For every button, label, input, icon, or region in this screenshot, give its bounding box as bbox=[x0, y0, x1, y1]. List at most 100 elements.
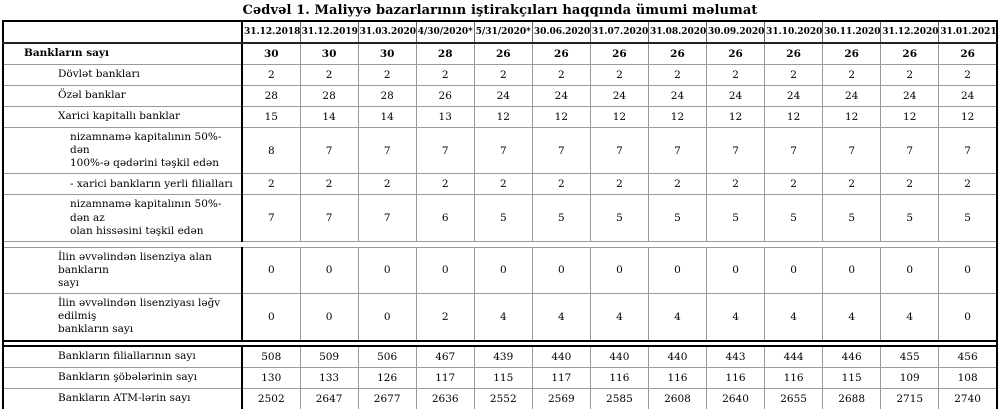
value-cell: 0 bbox=[299, 293, 359, 341]
row-label: Özəl banklar bbox=[3, 85, 243, 107]
value-cell: 2 bbox=[299, 64, 359, 86]
value-cell: 12 bbox=[764, 106, 824, 128]
value-cell: 4 bbox=[880, 293, 940, 341]
value-cell: 7 bbox=[880, 126, 940, 175]
value-cell: 7 bbox=[647, 126, 708, 175]
value-cell: 2636 bbox=[415, 387, 475, 409]
column-header-date: 30.11.2020 bbox=[822, 21, 881, 44]
value-cell: 5 bbox=[938, 194, 998, 242]
value-cell: 2569 bbox=[531, 387, 591, 409]
value-cell: 30 bbox=[241, 42, 301, 65]
row-label: Bankların filiallarının sayı bbox=[3, 345, 243, 368]
value-cell: 2 bbox=[241, 64, 301, 86]
value-cell: 130 bbox=[241, 366, 301, 389]
row-label: İlin əvvəlindən lisenziyası ləğv edilmiş… bbox=[3, 293, 243, 341]
value-cell: 24 bbox=[473, 85, 533, 107]
value-cell: 4 bbox=[647, 293, 708, 341]
value-cell: 0 bbox=[415, 246, 475, 295]
value-cell: 2 bbox=[938, 173, 998, 196]
value-cell: 0 bbox=[880, 246, 940, 295]
table-row: Dövlət bankları 2 2 2 2 2 2 2 2 2 2 2 2 2 bbox=[3, 64, 998, 86]
value-cell: 509 bbox=[299, 345, 359, 368]
value-cell: 2585 bbox=[589, 387, 649, 409]
column-header-date: 31.10.2020 bbox=[764, 21, 823, 44]
value-cell: 15 bbox=[241, 106, 301, 128]
column-header-date: 30.09.2020 bbox=[705, 21, 765, 44]
value-cell: 446 bbox=[822, 345, 882, 368]
value-cell: 5 bbox=[589, 194, 649, 242]
value-cell: 133 bbox=[299, 366, 359, 389]
value-cell: 0 bbox=[531, 246, 591, 295]
value-cell: 2640 bbox=[705, 387, 766, 409]
value-cell: 7 bbox=[299, 194, 359, 242]
value-cell: 12 bbox=[589, 106, 649, 128]
value-cell: 7 bbox=[822, 126, 882, 175]
value-cell: 456 bbox=[938, 345, 998, 368]
value-cell: 7 bbox=[938, 126, 998, 175]
value-cell: 2 bbox=[589, 64, 649, 86]
value-cell: 0 bbox=[764, 246, 824, 295]
value-cell: 2 bbox=[415, 293, 475, 341]
value-cell: 0 bbox=[822, 246, 882, 295]
value-cell: 28 bbox=[357, 85, 417, 107]
value-cell: 26 bbox=[938, 42, 998, 65]
value-cell: 7 bbox=[589, 126, 649, 175]
value-cell: 26 bbox=[764, 42, 824, 65]
value-cell: 8 bbox=[241, 126, 301, 175]
value-cell: 24 bbox=[764, 85, 824, 107]
value-cell: 116 bbox=[647, 366, 708, 389]
value-cell: 7 bbox=[241, 194, 301, 242]
value-cell: 5 bbox=[880, 194, 940, 242]
value-cell: 117 bbox=[415, 366, 475, 389]
value-cell: 30 bbox=[357, 42, 417, 65]
value-cell: 2 bbox=[241, 173, 301, 196]
table-row: - xarici bankların yerli filialları 2 2 2 2 2… bbox=[3, 173, 998, 196]
table-body: Bankların sayı 30 30 30 28 26 26 26 26 26 26 26 26 26… bbox=[3, 42, 998, 409]
statistics-table: 31.12.2018 31.12.2019 31.03.2020 4/30/2020*… bbox=[2, 20, 998, 409]
table-row: nizamnamə kapitalının 50%-dən az olan hi… bbox=[3, 194, 998, 242]
value-cell: 26 bbox=[647, 42, 708, 65]
value-cell: 24 bbox=[822, 85, 882, 107]
value-cell: 455 bbox=[880, 345, 940, 368]
value-cell: 2688 bbox=[822, 387, 882, 409]
column-header-date: 31.12.2019 bbox=[299, 21, 359, 44]
value-cell: 7 bbox=[415, 126, 475, 175]
value-cell: 0 bbox=[299, 246, 359, 295]
value-cell: 440 bbox=[589, 345, 649, 368]
table-row: Bankların ATM-lərin sayı 2502 2647 2677 2636… bbox=[3, 387, 998, 409]
value-cell: 4 bbox=[764, 293, 824, 341]
value-cell: 5 bbox=[473, 194, 533, 242]
value-cell: 28 bbox=[299, 85, 359, 107]
value-cell: 14 bbox=[299, 106, 359, 128]
value-cell: 5 bbox=[822, 194, 882, 242]
value-cell: 116 bbox=[705, 366, 766, 389]
value-cell: 24 bbox=[589, 85, 649, 107]
value-cell: 2 bbox=[880, 64, 940, 86]
value-cell: 6 bbox=[415, 194, 475, 242]
row-label: nizamnamə kapitalının 50%-dən az olan hi… bbox=[3, 194, 243, 242]
value-cell: 12 bbox=[647, 106, 708, 128]
value-cell: 30 bbox=[299, 42, 359, 65]
column-header-date: 31.12.2020 bbox=[880, 21, 939, 44]
value-cell: 0 bbox=[241, 293, 301, 341]
value-cell: 108 bbox=[938, 366, 998, 389]
value-cell: 116 bbox=[589, 366, 649, 389]
value-cell: 4 bbox=[531, 293, 591, 341]
value-cell: 7 bbox=[764, 126, 824, 175]
value-cell: 2 bbox=[589, 173, 649, 196]
table-row: Bankların şöbələrinin sayı 130 133 126 117 11… bbox=[3, 366, 998, 389]
value-cell: 2655 bbox=[764, 387, 824, 409]
value-cell: 2 bbox=[299, 173, 359, 196]
value-cell: 0 bbox=[938, 246, 998, 295]
value-cell: 2608 bbox=[647, 387, 708, 409]
column-header-date: 4/30/2020* bbox=[415, 21, 475, 44]
value-cell: 2 bbox=[705, 173, 766, 196]
value-cell: 24 bbox=[647, 85, 708, 107]
value-cell: 2715 bbox=[880, 387, 940, 409]
value-cell: 0 bbox=[589, 246, 649, 295]
row-label: Bankların sayı bbox=[3, 42, 243, 65]
divider-row bbox=[3, 339, 997, 347]
column-header-date: 30.06.2020 bbox=[531, 21, 591, 44]
value-cell: 440 bbox=[531, 345, 591, 368]
value-cell: 5 bbox=[705, 194, 766, 242]
